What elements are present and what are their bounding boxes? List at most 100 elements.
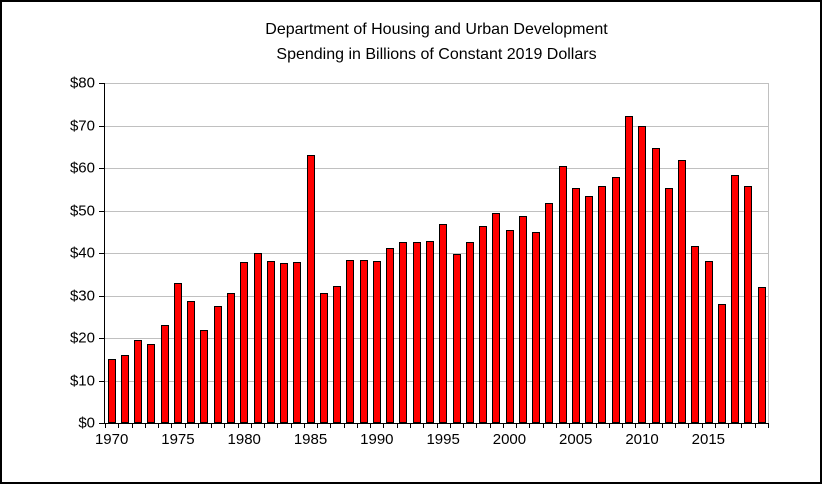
x-tick-mark [741,423,743,428]
bar-1974 [160,325,169,423]
x-tick-mark [728,423,730,428]
x-tick-mark [383,423,385,428]
y-tick-label: $80 [69,74,95,92]
y-tick-mark [99,423,104,424]
bar-cell-1972 [132,83,145,423]
bar-cell-1999 [490,83,503,423]
bar-1982 [266,260,275,423]
x-tick-mark [105,423,106,428]
bar-1991 [386,247,395,423]
y-tick-mark [99,210,104,212]
bar-cell-1990 [370,83,383,423]
bar-cell-1978 [211,83,224,423]
x-tick-mark [396,423,398,428]
bar-2005 [571,187,580,423]
x-tick-mark [118,423,120,428]
y-axis-line [104,83,105,423]
y-tick-label: $50 [69,202,95,219]
x-tick-mark [622,423,624,428]
bar-cell-1992 [397,83,410,423]
x-tick-mark [264,423,266,428]
x-tick-mark [555,423,557,428]
bar-1987 [333,285,342,423]
x-tick-mark [714,423,716,428]
gridline-20 [105,338,768,339]
gridline-70 [105,125,768,127]
x-tick-mark [250,423,252,428]
y-tick-mark [99,83,104,84]
bar-1994 [426,241,434,423]
bar-1988 [346,260,355,423]
x-tick-mark [290,423,292,428]
bar-cell-2016 [715,83,728,423]
bar-cell-1991 [384,83,397,423]
bar-1986 [319,293,328,423]
bar-cell-1986 [317,83,330,423]
bar-cell-1973 [145,83,158,423]
chart-title-line1: Department of Housing and Urban Developm… [265,21,608,38]
bar-cell-2005 [569,83,582,423]
bar-cell-2008 [609,83,622,423]
x-tick-mark [131,423,133,428]
x-tick-label-2005: 2005 [559,431,593,448]
bar-cell-2006 [583,83,596,423]
bar-1975 [173,282,182,423]
x-tick-mark [277,423,279,428]
bar-2014 [691,245,700,423]
plot-area: $0 $10 $20 $30 $40 $50 $60 $70 $80 1970 1975 1980 19… [70,75,769,448]
x-tick-mark [595,423,597,428]
y-tick-mark [99,168,104,169]
bar-1972 [134,340,143,423]
x-tick-label-2000: 2000 [492,431,527,448]
x-tick-mark [661,423,663,428]
x-tick-mark [648,423,650,428]
x-tick-mark [449,423,451,428]
y-tick-label: $0 [78,414,95,432]
bar-cell-2010 [636,83,649,423]
x-tick-mark [343,423,345,428]
x-tick-mark [317,423,319,428]
x-tick-mark [356,423,358,428]
x-tick-mark [211,423,213,428]
bar-cell-1980 [238,83,251,423]
bar-1971 [120,354,129,423]
bar-cell-2007 [596,83,609,423]
bar-cell-1982 [264,83,277,423]
gridline-30 [105,295,768,297]
x-tick-mark [436,423,438,428]
bar-1973 [147,344,156,423]
bar-2001 [518,215,527,423]
chart-title-line2: Spending in Billions of Constant 2019 Do… [276,46,597,63]
bar-1984 [293,261,302,423]
x-tick-mark [197,423,199,428]
bar-1989 [359,259,368,423]
bar-cell-2018 [742,83,755,423]
x-tick-mark [224,423,226,428]
x-tick-mark [754,423,756,428]
bar-cell-2002 [530,83,543,423]
gridline-50 [105,210,768,212]
bar-1983 [280,262,289,423]
bar-cell-2012 [662,83,675,423]
x-tick-mark [489,423,491,428]
y-tick-mark [99,295,104,297]
gridline-80 [105,83,768,84]
bar-cell-2011 [649,83,662,423]
x-tick-mark [502,423,504,428]
x-tick-label-1995: 1995 [426,431,460,448]
bar-cell-2004 [556,83,569,423]
bar-1992 [399,241,408,423]
bar-2015 [704,260,713,423]
bar-cell-1998 [476,83,489,423]
x-tick-mark [542,423,544,428]
bar-cell-1977 [198,83,211,423]
x-tick-mark [569,423,571,428]
y-tick-label: $60 [69,159,95,177]
bar-2002 [532,232,541,423]
bar-2019 [757,287,766,423]
bar-series [105,83,768,423]
bar-1996 [452,253,461,423]
bar-1970 [107,358,116,423]
y-tick-label: $70 [69,117,95,134]
bar-1979 [227,292,236,423]
